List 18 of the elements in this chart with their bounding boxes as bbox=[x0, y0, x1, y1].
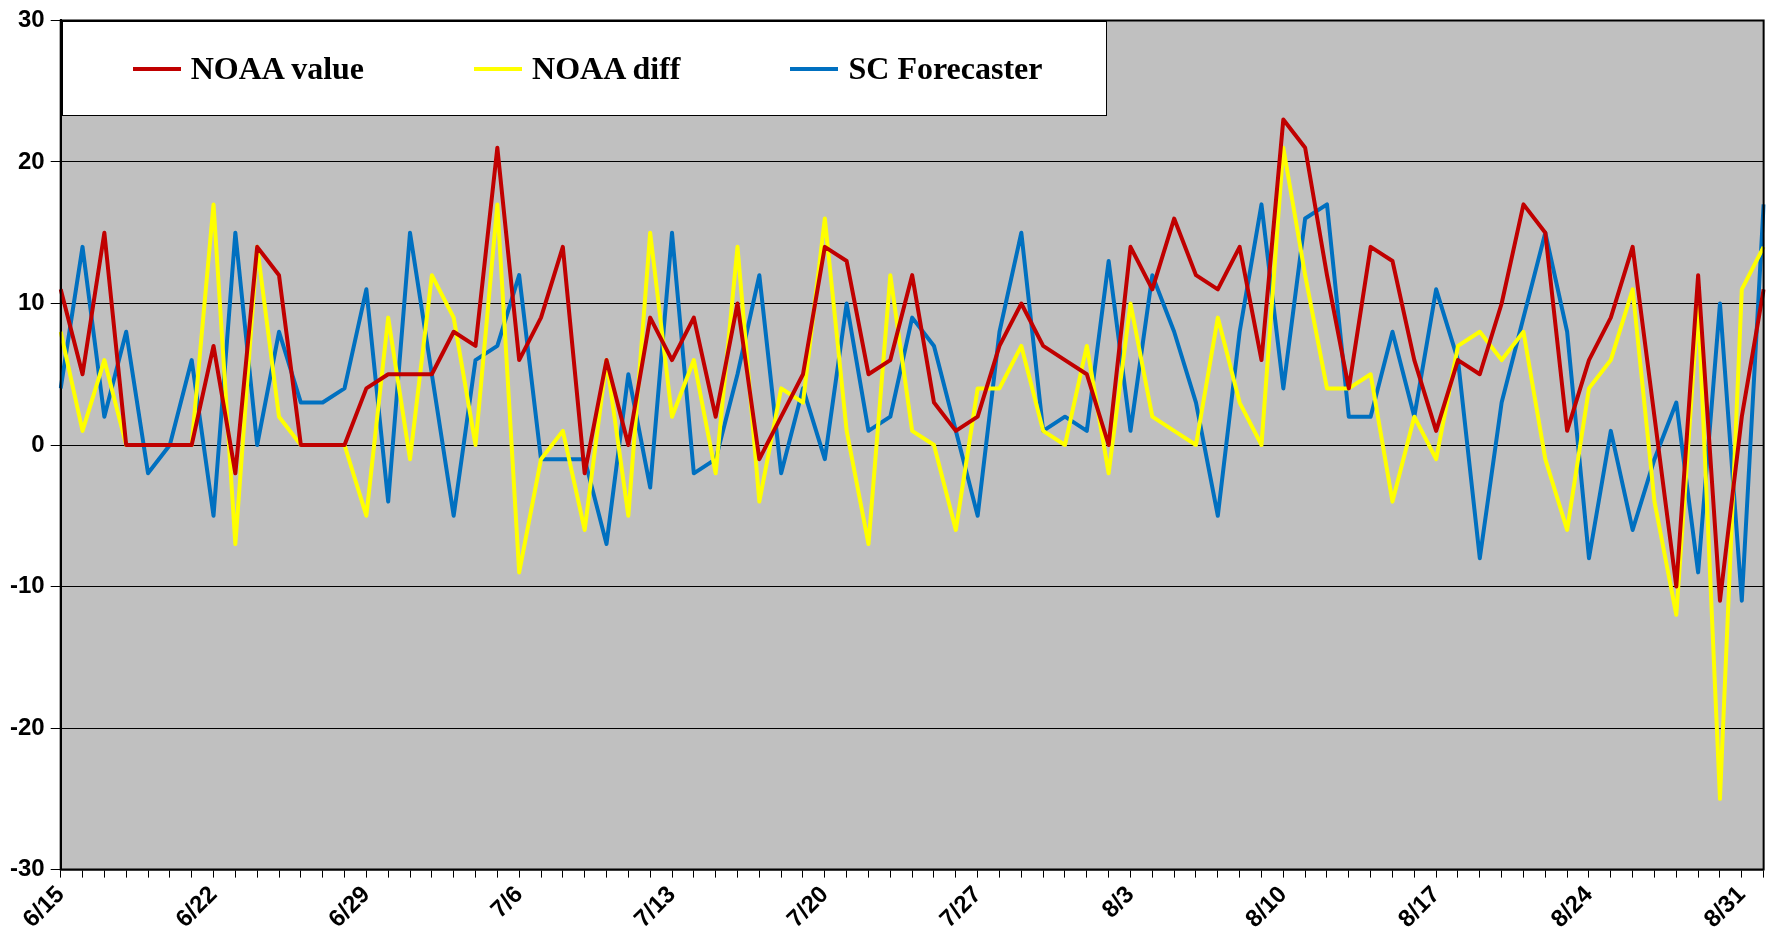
x-tick-label: 7/20 bbox=[780, 879, 834, 933]
y-tick-label: -30 bbox=[10, 854, 45, 882]
y-tick-label: 10 bbox=[17, 288, 45, 316]
x-tick-label: 8/31 bbox=[1697, 879, 1751, 933]
x-tick-label: 6/22 bbox=[169, 879, 222, 933]
y-tick-label: -10 bbox=[10, 571, 45, 599]
y-tick-label: 20 bbox=[17, 146, 45, 174]
x-tick-label: 8/3 bbox=[1096, 879, 1139, 923]
x-tick-label: 6/29 bbox=[322, 879, 375, 933]
x-tick-label: 7/13 bbox=[628, 879, 681, 933]
x-tick-label: 7/6 bbox=[484, 879, 528, 923]
y-tick-label: -20 bbox=[10, 712, 45, 740]
legend-label: NOAA diff bbox=[532, 50, 681, 88]
legend-label: SC Forecaster bbox=[848, 50, 1043, 88]
legend-label: NOAA value bbox=[190, 50, 365, 88]
y-tick-label: 0 bbox=[31, 429, 45, 457]
x-tick-label: 8/10 bbox=[1239, 879, 1292, 933]
y-tick-label: 30 bbox=[17, 5, 45, 33]
